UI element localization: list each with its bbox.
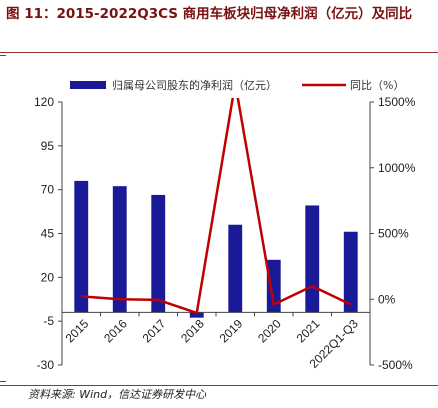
y-left-tick-label: -5: [43, 314, 54, 328]
y-left-tick-label: -30: [37, 358, 55, 372]
y-left-tick-label: 20: [41, 270, 55, 284]
x-tick-label: 2021: [294, 316, 323, 345]
legend-bar-swatch: [70, 81, 106, 89]
y-left-tick-label: 45: [41, 227, 55, 241]
y-left-tick-label: 70: [41, 183, 55, 197]
margin-tick-bottom: [0, 381, 6, 382]
bar: [343, 231, 358, 313]
yoy-line: [81, 98, 352, 315]
x-tick-label: 2020: [255, 316, 284, 345]
bar: [189, 312, 204, 318]
bar: [112, 186, 127, 313]
chart-title: 图 11：2015-2022Q3CS 商用车板块归母净利润（亿元）及同比: [6, 6, 413, 22]
margin-tick-top: [0, 55, 6, 56]
y-right-tick-label: 0%: [378, 292, 396, 306]
source-divider: [0, 385, 438, 386]
bar: [74, 180, 89, 313]
source-note: 资料来源: Wind，信达证券研发中心: [28, 388, 207, 401]
bar: [266, 259, 281, 313]
y-right-tick-label: 500%: [378, 227, 409, 241]
bar: [228, 224, 243, 313]
y-left-tick-label: 120: [34, 95, 54, 109]
x-tick-label: 2017: [140, 316, 169, 345]
y-left-tick-label: 95: [41, 139, 55, 153]
x-tick-label: 2019: [217, 316, 246, 345]
y-right-tick-label: 1000%: [378, 161, 416, 175]
legend-bar-label: 归属母公司股东的净利润（亿元）: [112, 78, 277, 92]
x-tick-label: 2018: [178, 316, 207, 345]
title-divider: [0, 52, 438, 53]
x-tick-label: 2016: [101, 316, 130, 345]
x-tick-label: 2015: [63, 316, 92, 345]
y-right-tick-label: -500%: [378, 358, 413, 372]
legend-line-label: 同比（%）: [350, 79, 404, 92]
bar: [305, 205, 320, 313]
bar: [151, 194, 166, 313]
y-right-tick-label: 1500%: [378, 95, 416, 109]
